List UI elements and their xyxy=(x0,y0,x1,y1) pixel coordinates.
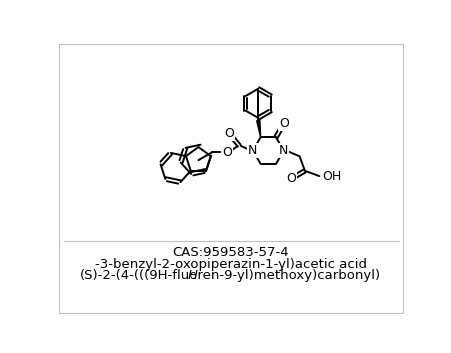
Text: O: O xyxy=(224,127,234,140)
Text: H: H xyxy=(188,269,198,282)
Text: CAS:959583-57-4: CAS:959583-57-4 xyxy=(172,246,289,259)
Text: N: N xyxy=(248,144,258,157)
Text: O: O xyxy=(222,146,232,159)
Text: O: O xyxy=(279,117,289,130)
Text: (S)-2-(4-(((9H-fluoren-9-yl)methoxy)carbonyl): (S)-2-(4-(((9H-fluoren-9-yl)methoxy)carb… xyxy=(80,269,381,282)
Polygon shape xyxy=(257,120,261,137)
Text: -3-benzyl-2-oxopiperazin-1-yl)acetic acid: -3-benzyl-2-oxopiperazin-1-yl)acetic aci… xyxy=(95,258,367,271)
Text: H: H xyxy=(188,269,198,282)
Text: OH: OH xyxy=(322,169,342,183)
Text: N: N xyxy=(279,144,288,157)
Text: O: O xyxy=(287,172,296,185)
